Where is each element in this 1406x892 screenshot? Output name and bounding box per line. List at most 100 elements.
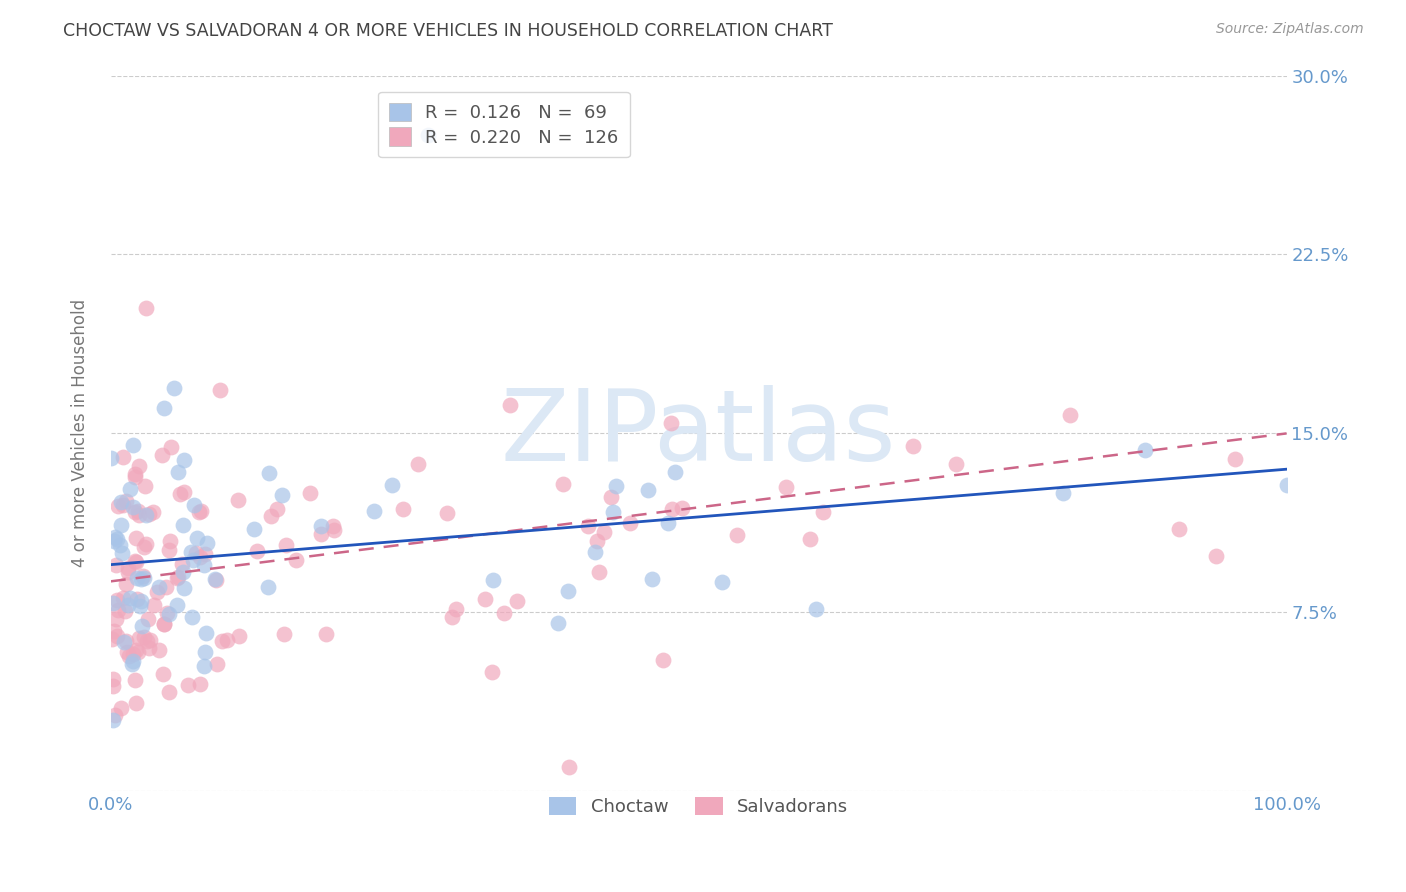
Point xyxy=(117,645,139,659)
Point xyxy=(274,538,297,552)
Point xyxy=(557,583,579,598)
Point xyxy=(128,599,150,613)
Point xyxy=(101,672,124,686)
Point xyxy=(1205,549,1227,563)
Point xyxy=(135,301,157,315)
Point xyxy=(273,627,295,641)
Point xyxy=(945,457,967,471)
Point xyxy=(132,568,155,582)
Point xyxy=(725,528,748,542)
Point xyxy=(124,504,146,518)
Point xyxy=(111,547,134,561)
Point xyxy=(901,438,924,452)
Point xyxy=(142,505,165,519)
Point xyxy=(436,506,458,520)
Point xyxy=(166,571,188,585)
Point xyxy=(195,536,218,550)
Point xyxy=(190,504,212,518)
Point xyxy=(228,629,250,643)
Point xyxy=(103,624,125,639)
Point xyxy=(311,526,333,541)
Point xyxy=(124,554,146,568)
Point xyxy=(160,440,183,454)
Point xyxy=(155,580,177,594)
Point xyxy=(775,480,797,494)
Point xyxy=(586,533,609,548)
Text: CHOCTAW VS SALVADORAN 4 OR MORE VEHICLES IN HOUSEHOLD CORRELATION CHART: CHOCTAW VS SALVADORAN 4 OR MORE VEHICLES… xyxy=(63,22,834,40)
Point xyxy=(163,381,186,395)
Point xyxy=(108,539,131,553)
Point xyxy=(576,519,599,533)
Point xyxy=(551,476,574,491)
Point xyxy=(105,592,128,607)
Point xyxy=(136,634,159,648)
Point xyxy=(166,599,188,613)
Point xyxy=(322,523,344,537)
Point xyxy=(107,500,129,514)
Point xyxy=(215,633,238,648)
Point xyxy=(124,470,146,484)
Point xyxy=(148,580,170,594)
Point xyxy=(183,498,205,512)
Point xyxy=(104,611,127,625)
Point xyxy=(101,632,124,647)
Point xyxy=(157,607,180,621)
Point xyxy=(121,657,143,671)
Point xyxy=(132,541,155,555)
Point xyxy=(181,553,204,567)
Point xyxy=(474,591,496,606)
Point xyxy=(148,642,170,657)
Point xyxy=(105,533,128,547)
Point xyxy=(481,573,503,587)
Point xyxy=(619,516,641,530)
Point xyxy=(664,465,686,479)
Y-axis label: 4 or more Vehicles in Household: 4 or more Vehicles in Household xyxy=(72,300,89,567)
Point xyxy=(110,700,132,714)
Text: ZIPatlas: ZIPatlas xyxy=(501,385,897,482)
Point xyxy=(152,617,174,632)
Point xyxy=(107,603,129,617)
Point xyxy=(211,634,233,648)
Point xyxy=(146,585,169,599)
Point xyxy=(139,633,162,648)
Point xyxy=(170,558,193,572)
Point xyxy=(150,448,173,462)
Point xyxy=(173,485,195,500)
Point xyxy=(159,533,181,548)
Point xyxy=(441,610,464,624)
Point xyxy=(1135,443,1157,458)
Point xyxy=(506,593,529,607)
Point xyxy=(127,571,149,585)
Point xyxy=(100,451,122,466)
Point xyxy=(181,610,204,624)
Point xyxy=(194,547,217,561)
Point xyxy=(605,479,627,493)
Point xyxy=(128,632,150,646)
Point xyxy=(105,629,128,643)
Point xyxy=(157,684,180,698)
Point xyxy=(167,570,190,584)
Point xyxy=(117,599,139,613)
Point xyxy=(600,490,623,504)
Point xyxy=(110,518,132,533)
Point xyxy=(547,615,569,630)
Point xyxy=(103,713,125,727)
Point xyxy=(208,384,231,398)
Point xyxy=(246,544,269,558)
Point xyxy=(186,531,208,545)
Point xyxy=(481,665,503,679)
Point xyxy=(494,606,516,620)
Point xyxy=(173,453,195,467)
Point xyxy=(259,467,281,481)
Point xyxy=(121,654,143,668)
Point xyxy=(152,667,174,681)
Point xyxy=(120,591,142,606)
Point xyxy=(157,543,180,558)
Point xyxy=(112,499,135,513)
Point xyxy=(593,524,616,539)
Point xyxy=(125,555,148,569)
Point xyxy=(190,549,212,564)
Point xyxy=(270,488,292,502)
Point xyxy=(127,591,149,606)
Point xyxy=(135,508,157,523)
